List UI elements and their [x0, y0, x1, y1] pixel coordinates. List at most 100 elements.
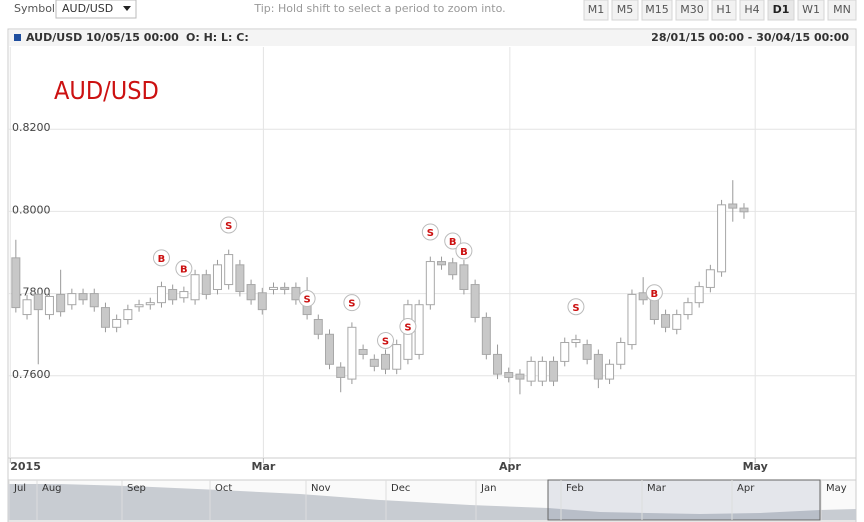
candle-body [593, 353, 603, 380]
y-tick-label: 0.7600 [12, 368, 51, 381]
candle-body [717, 204, 727, 273]
timeframe-label[interactable]: W1 [802, 3, 820, 16]
y-tick-label: 0.8200 [12, 121, 51, 134]
candle-body [425, 261, 435, 306]
candle-body [470, 284, 480, 318]
candle-body [392, 344, 402, 370]
candle-body [313, 318, 323, 335]
candle-body [78, 293, 88, 301]
candle-body [481, 316, 491, 355]
timeframe-label[interactable]: M5 [617, 3, 634, 16]
candle-body [515, 373, 525, 380]
candle-body [672, 314, 682, 330]
x-tick-label: Apr [499, 460, 521, 473]
x-tick-label: Mar [252, 460, 276, 473]
navigator-label: Sep [127, 483, 146, 494]
select-arrow[interactable] [123, 6, 131, 11]
candle-body [448, 262, 458, 276]
trade-marker[interactable] [220, 216, 238, 234]
candle-body [291, 286, 301, 301]
candle-body [44, 295, 54, 316]
series-swatch [14, 34, 21, 41]
candle-body [224, 254, 234, 286]
candle-body [616, 342, 626, 365]
chart-header [9, 30, 855, 46]
candle-body [649, 299, 659, 320]
timeframe-button[interactable] [827, 0, 857, 21]
candle-body [190, 274, 200, 301]
trade-marker[interactable] [298, 290, 316, 308]
candle-body [605, 363, 615, 380]
timeframe-label[interactable]: H1 [716, 3, 731, 16]
trade-marker[interactable] [377, 331, 395, 349]
y-tick-label: 0.8000 [12, 203, 51, 216]
trade-marker-label: S [572, 303, 579, 314]
candle-body [459, 264, 469, 290]
navigator-label: Jul [13, 483, 26, 494]
candle-body [325, 333, 335, 365]
trade-marker[interactable] [152, 249, 170, 267]
timeframe-label[interactable]: M30 [680, 3, 704, 16]
watermark: AUD/USD [54, 76, 159, 105]
candle-body [694, 286, 704, 304]
trade-marker[interactable] [444, 232, 462, 250]
trade-marker[interactable] [175, 260, 193, 278]
trade-marker[interactable] [455, 242, 473, 260]
candle-body [560, 342, 570, 362]
timeframe-label[interactable]: H4 [744, 3, 759, 16]
candle-body [100, 307, 110, 328]
trade-marker[interactable] [399, 317, 417, 335]
candle-body [246, 284, 256, 301]
candle-body [661, 314, 671, 328]
timeframe-button[interactable] [767, 0, 795, 21]
navigator-label: Dec [391, 483, 410, 494]
candle-body [549, 360, 559, 382]
timeframe-button[interactable] [739, 0, 765, 21]
candle-body [627, 293, 637, 346]
trade-marker[interactable] [343, 294, 361, 312]
timeframe-label[interactable]: M15 [645, 3, 669, 16]
timeframe-button[interactable] [711, 0, 737, 21]
candle-body [582, 344, 592, 360]
candle-body [179, 291, 189, 299]
candle-body [280, 286, 290, 290]
candle-body [358, 348, 368, 355]
symbol-select[interactable] [55, 0, 137, 19]
trade-marker-label: S [225, 221, 232, 232]
candle-body [537, 360, 547, 382]
candle-body [369, 358, 379, 367]
header-date: 10/05/15 00:00 [86, 31, 179, 44]
x-tick-label: May [743, 460, 768, 473]
candle-body [112, 318, 122, 328]
timeframe-button[interactable] [611, 0, 639, 21]
trade-marker-label: B [180, 265, 188, 276]
navigator-window[interactable] [547, 479, 821, 521]
candle-body [336, 366, 346, 378]
candle-body [67, 293, 77, 306]
timeframe-button[interactable] [797, 0, 825, 21]
x-tick-label: 2015 [10, 460, 41, 473]
candle-body [437, 261, 447, 266]
trade-marker-label: B [651, 289, 659, 300]
trade-marker[interactable] [645, 284, 663, 302]
trade-marker[interactable] [567, 298, 585, 316]
navigator-area [8, 484, 856, 520]
trade-marker-label: S [303, 295, 310, 306]
candle-body [257, 292, 267, 311]
trade-marker[interactable] [421, 223, 439, 241]
timeframe-label[interactable]: D1 [773, 3, 790, 16]
trade-marker-label: S [404, 322, 411, 333]
candle-body [705, 269, 715, 288]
navigator-label: Jan [480, 483, 496, 494]
timeframe-label[interactable]: M1 [588, 3, 605, 16]
symbol-label: Symbol [14, 2, 55, 15]
timeframe-button[interactable] [641, 0, 673, 21]
navigator-label: Oct [215, 483, 232, 494]
trade-marker-label: S [382, 336, 389, 347]
timeframe-label[interactable]: MN [833, 3, 851, 16]
timeframe-button[interactable] [675, 0, 709, 21]
candle-body [381, 353, 391, 370]
candle-body [571, 339, 581, 344]
timeframe-button[interactable] [583, 0, 609, 21]
symbol-select-value[interactable]: AUD/USD [62, 2, 113, 15]
